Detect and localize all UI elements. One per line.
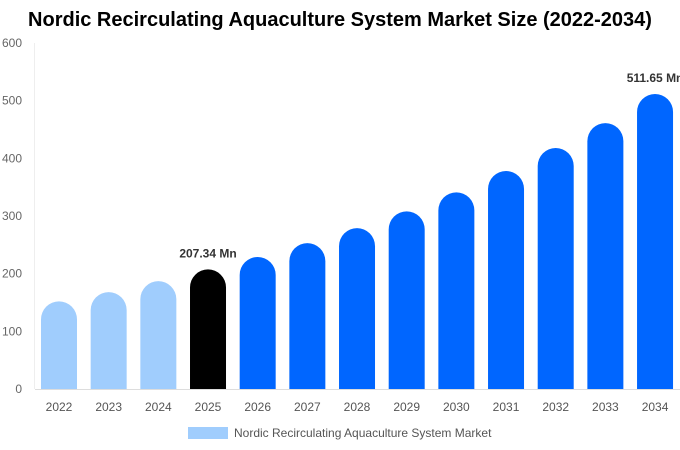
bar-2025 xyxy=(190,269,227,389)
y-tick-label: 500 xyxy=(2,94,22,108)
x-tick-label: 2033 xyxy=(592,400,619,414)
bar-2022 xyxy=(41,301,77,389)
x-tick-label: 2023 xyxy=(95,400,122,414)
bar-2028 xyxy=(339,228,376,389)
x-tick-label: 2027 xyxy=(294,400,321,414)
y-tick-label: 400 xyxy=(2,151,22,165)
y-tick-label: 0 xyxy=(15,382,22,396)
x-tick-label: 2026 xyxy=(244,400,271,414)
data-label: 207.34 Mn xyxy=(179,246,236,260)
x-tick-label: 2032 xyxy=(542,400,569,414)
bar-2031 xyxy=(488,171,525,389)
data-label: 511.65 Mn xyxy=(627,71,680,85)
bar-2029 xyxy=(388,211,425,389)
y-tick-label: 300 xyxy=(2,209,22,223)
y-tick-label: 200 xyxy=(2,267,22,281)
bar-2027 xyxy=(289,243,326,389)
y-tick-label: 600 xyxy=(2,36,22,50)
legend-label: Nordic Recirculating Aquaculture System … xyxy=(234,426,492,440)
bar-2023 xyxy=(90,292,127,389)
legend: Nordic Recirculating Aquaculture System … xyxy=(188,426,491,440)
x-tick-label: 2031 xyxy=(493,400,520,414)
bar-2033 xyxy=(587,123,624,389)
bar-2030 xyxy=(438,192,475,389)
y-tick-label: 100 xyxy=(2,324,22,338)
bar-2026 xyxy=(239,256,276,389)
x-tick-label: 2030 xyxy=(443,400,470,414)
x-tick-label: 2034 xyxy=(642,400,669,414)
legend-swatch xyxy=(188,427,228,439)
bar-2032 xyxy=(537,147,574,389)
bar-2034 xyxy=(637,93,674,390)
bar-2024 xyxy=(140,281,177,389)
x-tick-label: 2025 xyxy=(195,400,222,414)
x-tick-label: 2024 xyxy=(145,400,172,414)
x-tick-label: 2029 xyxy=(393,400,420,414)
chart-title: Nordic Recirculating Aquaculture System … xyxy=(28,9,652,31)
x-tick-label: 2022 xyxy=(46,400,73,414)
x-tick-label: 2028 xyxy=(344,400,371,414)
